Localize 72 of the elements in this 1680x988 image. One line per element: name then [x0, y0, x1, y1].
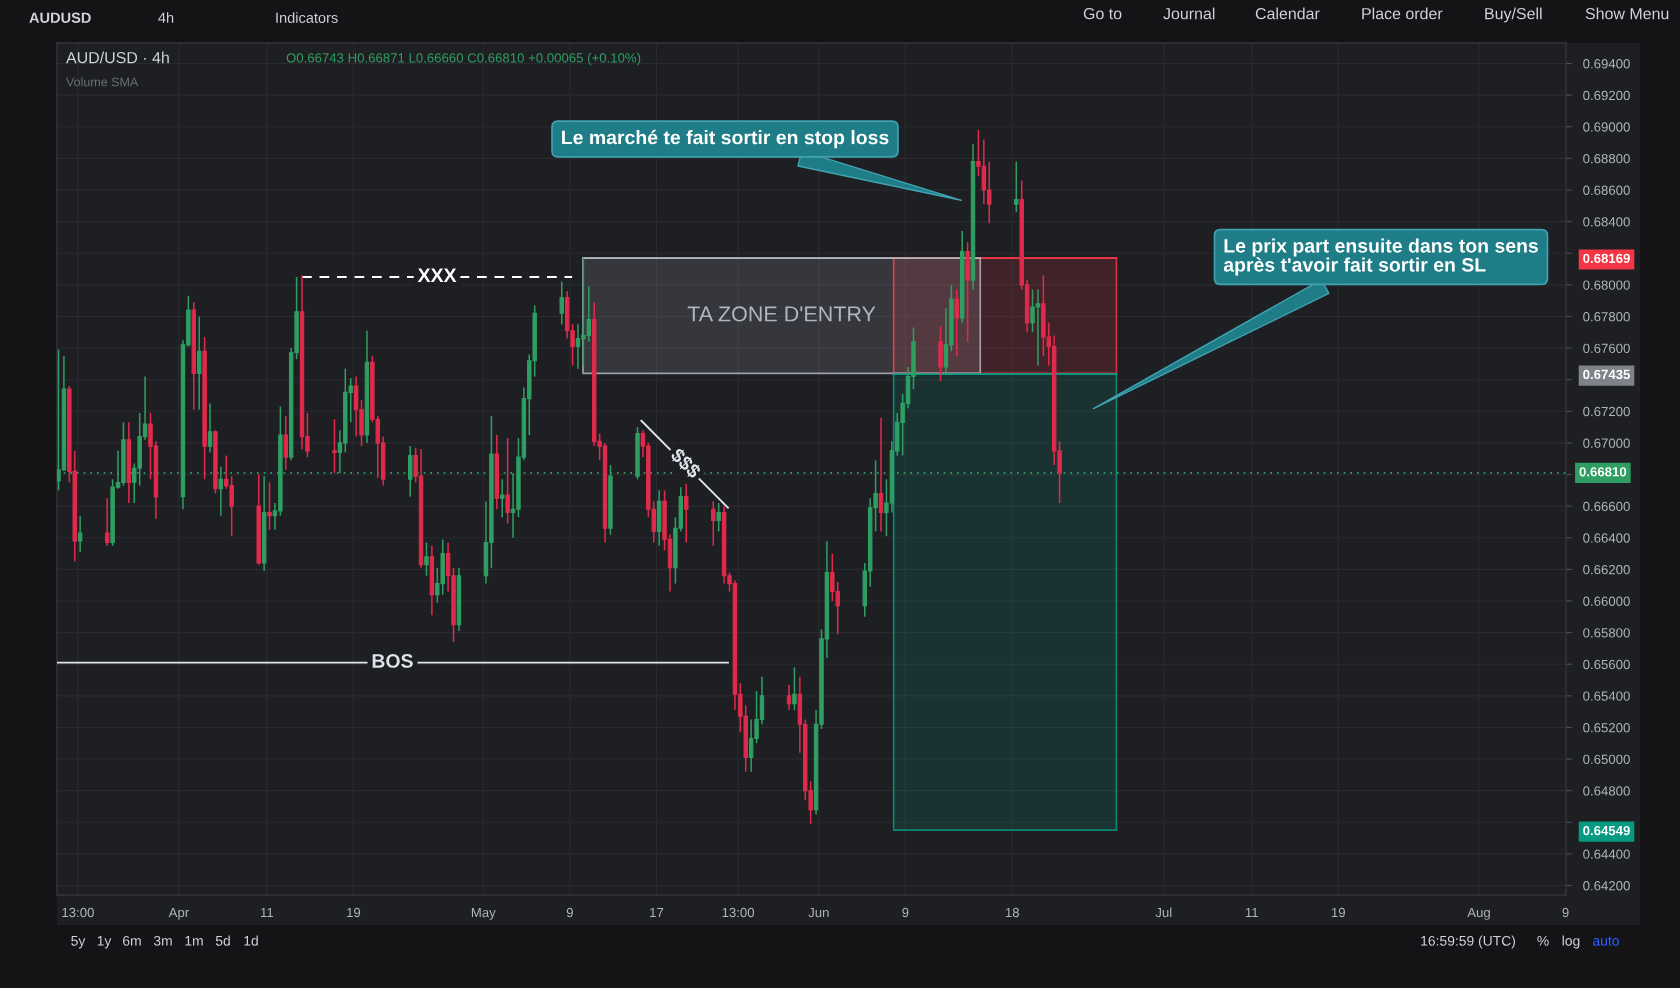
y-tick-label: 0.68169	[1583, 253, 1630, 264]
y-tick-label: 0.69200	[1583, 90, 1630, 101]
y-tick-label: 0.68000	[1583, 280, 1630, 290]
text: Buy/Sell	[1485, 7, 1542, 23]
text: Indicators	[276, 12, 338, 23]
x-tick-label: Jul	[1155, 907, 1172, 918]
chart-title: AUD/USD · 4h	[66, 51, 169, 64]
y-tick-label: 0.66600	[1583, 501, 1630, 512]
y-tick-label: 0.67800	[1583, 312, 1630, 322]
text: TA ZONE D'ENTRY	[687, 306, 876, 322]
y-tick-label: 0.65600	[1583, 659, 1630, 670]
text: 4h	[158, 12, 174, 23]
x-tick-label: 19	[347, 907, 361, 918]
y-tick-label: 0.68600	[1583, 185, 1630, 195]
text: 1y	[97, 936, 112, 949]
y-tick-label: 0.68400	[1583, 217, 1630, 227]
y-tick-label: 0.69000	[1583, 122, 1630, 132]
y-tick-label: 0.66200	[1583, 564, 1630, 575]
y-tick-label: 0.65200	[1583, 723, 1630, 733]
text: 1m	[185, 936, 203, 946]
text: Show Menu	[1585, 7, 1669, 20]
x-tick-label: 9	[566, 907, 573, 918]
x-tick-label: May	[471, 907, 496, 920]
y-tick-label: 0.69400	[1583, 59, 1630, 69]
y-tick-label: 0.64549	[1583, 825, 1630, 836]
y-tick-label: 0.67000	[1583, 438, 1630, 448]
text: Go to	[1083, 7, 1122, 20]
x-tick-label: 13:00	[722, 907, 755, 918]
text: log	[1562, 935, 1580, 949]
x-tick-label: 11	[1245, 907, 1258, 918]
x-tick-label: 17	[650, 907, 664, 918]
x-tick-label: Jun	[808, 907, 829, 918]
text: 1d	[244, 935, 258, 946]
annotation: Le prix part ensuite dans ton sens après t'avoir fait sortir en SL	[1223, 238, 1538, 276]
ref-line-label: 0.66810	[1579, 467, 1627, 477]
y-tick-label: 0.65800	[1583, 628, 1630, 638]
text: Journal	[1163, 7, 1215, 20]
text: auto	[1593, 936, 1619, 946]
x-tick-label: 13:00	[62, 907, 94, 918]
text: 6m	[123, 935, 141, 946]
annotation: Le marché te fait sortir en stop loss	[562, 129, 889, 149]
text: O0.66743 H0.66871 L0.66660 C0.66810 +0.00065 (+0.10%)	[286, 52, 641, 66]
text: Place order	[1362, 7, 1443, 20]
y-tick-label: 0.67600	[1583, 343, 1630, 353]
y-tick-label: 0.65000	[1583, 754, 1630, 764]
text: %	[1537, 935, 1549, 946]
text: AUDUSD	[29, 12, 91, 23]
x-tick-label: 9	[902, 907, 909, 918]
text: 5y	[71, 936, 86, 949]
y-tick-label: 0.66000	[1583, 596, 1630, 606]
text: $$$	[668, 446, 703, 481]
text: 16:59:59 (UTC)	[1421, 935, 1515, 949]
x-tick-label: 19	[1331, 907, 1345, 918]
text: 3m	[153, 935, 172, 946]
x-tick-label: Aug	[1467, 907, 1490, 920]
x-tick-label: 11	[260, 907, 274, 918]
y-tick-label: 0.65400	[1583, 691, 1630, 701]
y-tick-label: 0.64200	[1583, 881, 1630, 891]
y-tick-label: 0.67200	[1583, 406, 1630, 417]
y-tick-label: 0.64800	[1583, 786, 1630, 796]
series-label: BOS	[372, 654, 413, 668]
x-tick-label: 9	[1562, 907, 1569, 918]
y-tick-label: 0.64400	[1583, 849, 1630, 859]
text: 5d	[215, 935, 230, 946]
text: Calendar	[1255, 7, 1320, 20]
x-tick-label: 18	[1005, 907, 1020, 918]
series-label: XXX	[417, 268, 457, 282]
x-tick-label: Apr	[168, 907, 189, 920]
y-tick-label: 0.66400	[1583, 533, 1630, 543]
y-tick-label: 0.67435	[1583, 369, 1630, 380]
y-tick-label: 0.68800	[1583, 153, 1630, 164]
annotation: Volume SMA	[66, 77, 139, 87]
